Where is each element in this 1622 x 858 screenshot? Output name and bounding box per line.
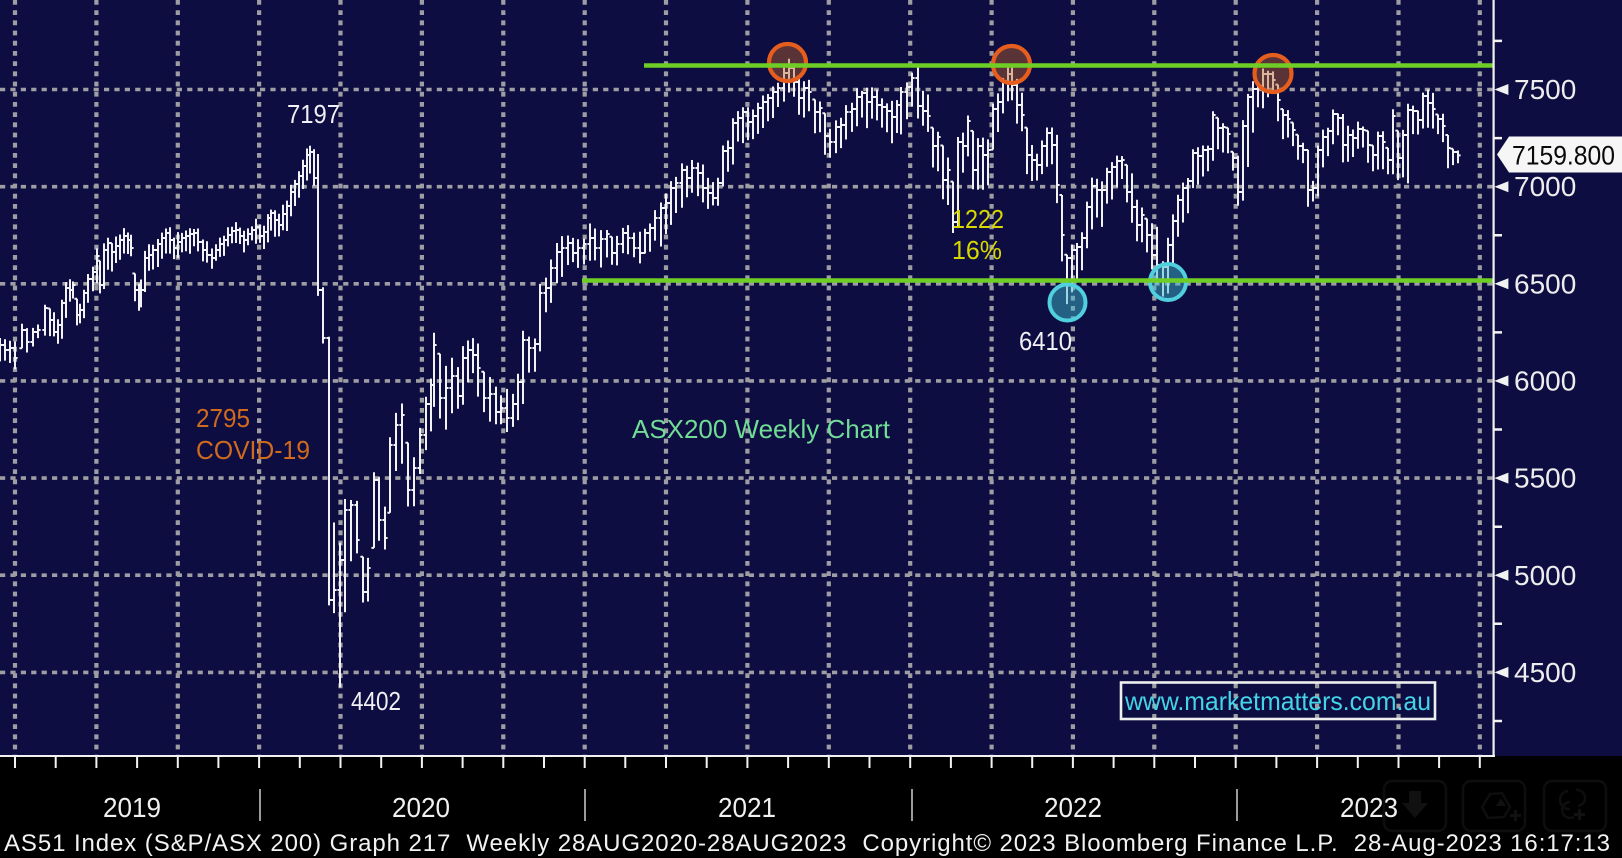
svg-text:5500: 5500 [1514, 463, 1576, 494]
svg-text:7500: 7500 [1514, 74, 1576, 105]
svg-text:2019: 2019 [103, 792, 161, 823]
svg-text:5000: 5000 [1514, 560, 1576, 591]
svg-text:2021: 2021 [718, 792, 776, 823]
svg-text:1222: 1222 [952, 204, 1004, 234]
svg-text:7000: 7000 [1514, 171, 1576, 202]
svg-text:7197: 7197 [287, 99, 340, 129]
svg-text:www.marketmatters.com.au: www.marketmatters.com.au [1124, 686, 1431, 716]
svg-text:2795: 2795 [196, 403, 250, 433]
svg-text:ASX200 Weekly Chart: ASX200 Weekly Chart [632, 414, 891, 444]
svg-text:7159.800: 7159.800 [1512, 141, 1615, 171]
svg-text:2022: 2022 [1044, 792, 1102, 823]
svg-text:AS51 Index (S&P/ASX 200) Graph: AS51 Index (S&P/ASX 200) Graph 217 Weekl… [4, 830, 1610, 857]
svg-text:4402: 4402 [351, 686, 401, 716]
svg-text:6000: 6000 [1514, 365, 1576, 396]
svg-text:2023: 2023 [1340, 792, 1398, 823]
svg-text:6410: 6410 [1019, 326, 1072, 356]
svg-text:2020: 2020 [392, 792, 450, 823]
svg-text:6500: 6500 [1514, 268, 1576, 299]
svg-text:4500: 4500 [1514, 657, 1576, 688]
svg-text:COVID-19: COVID-19 [196, 435, 310, 465]
svg-text:16%: 16% [952, 235, 1002, 265]
